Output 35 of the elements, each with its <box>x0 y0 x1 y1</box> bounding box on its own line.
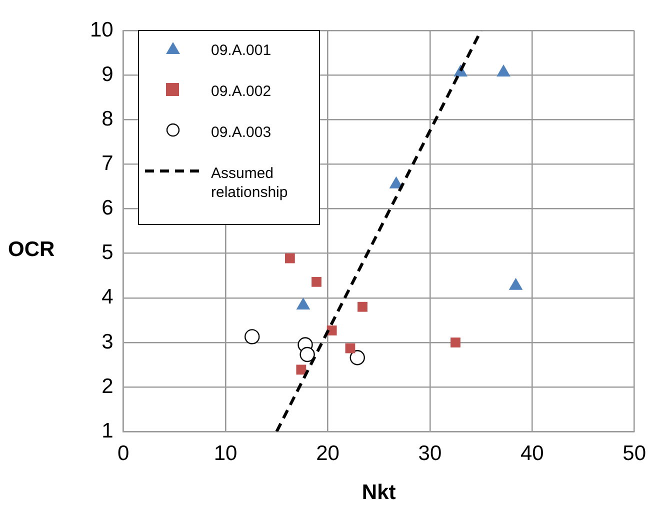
y-axis-title: OCR <box>8 238 55 262</box>
legend-label: 09.A.003 <box>211 123 272 142</box>
point <box>389 176 404 188</box>
y-tick-label: 5 <box>102 241 114 264</box>
y-tick-label: 7 <box>102 152 114 176</box>
y-tick-label: 8 <box>102 108 114 131</box>
y-tick-label: 9 <box>102 62 114 86</box>
y-tick-label: 1 <box>102 419 114 442</box>
y-tick-label: 3 <box>102 330 114 354</box>
point <box>345 343 356 354</box>
y-tick-label: 4 <box>102 286 114 309</box>
point <box>312 276 322 287</box>
point <box>326 326 337 336</box>
point <box>296 298 310 310</box>
y-tick-label: 6 <box>102 196 114 220</box>
x-tick-label: 0 <box>118 442 130 465</box>
point <box>358 302 368 312</box>
point <box>450 338 460 348</box>
point <box>296 364 306 375</box>
x-tick-label: 20 <box>316 442 340 465</box>
point <box>284 253 295 264</box>
legend-label: 09.A.002 <box>211 82 272 101</box>
legend-label: 09.A.001 <box>211 41 272 60</box>
point <box>496 64 510 76</box>
point <box>350 350 365 366</box>
x-tick-label: 30 <box>418 442 442 465</box>
point <box>300 346 315 362</box>
legend-label: Assumed relationship <box>211 164 289 202</box>
point <box>244 329 260 344</box>
y-tick-label: 10 <box>90 18 114 42</box>
x-tick-label: 40 <box>520 442 544 465</box>
x-tick-label: 10 <box>214 442 238 465</box>
y-tick-label: 2 <box>102 374 114 398</box>
x-axis-title: Nkt <box>362 481 396 504</box>
x-tick-label: 50 <box>622 442 646 465</box>
